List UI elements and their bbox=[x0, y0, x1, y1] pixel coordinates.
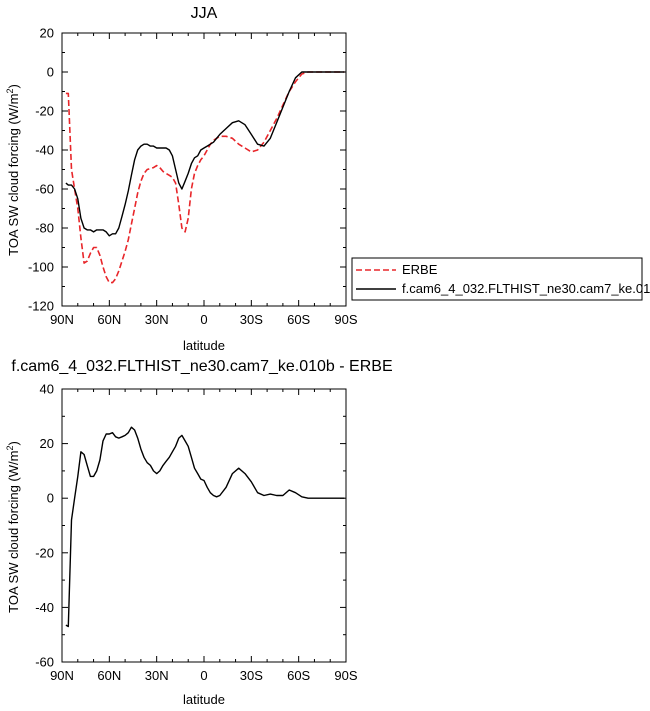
bottom-chart-ylabel-end: ) bbox=[6, 441, 21, 445]
bottom-chart-xtick-label: 0 bbox=[200, 668, 207, 683]
bottom-chart-ylabel-main: TOA SW cloud forcing (W/m bbox=[6, 451, 21, 613]
top-chart-title: JJA bbox=[191, 5, 218, 22]
legend-label-erbe: ERBE bbox=[402, 262, 438, 277]
top-chart-xtick-label: 30N bbox=[145, 312, 169, 327]
top-chart-ylabel-sup: 2 bbox=[5, 89, 15, 94]
bottom-chart-ytick-label: 40 bbox=[40, 382, 54, 397]
top-chart-ytick-label: -80 bbox=[35, 221, 54, 236]
bottom-chart-xtick-label: 30N bbox=[145, 668, 169, 683]
top-chart-xtick-label: 90N bbox=[50, 312, 74, 327]
top-chart-xtick-label: 60S bbox=[287, 312, 310, 327]
top-chart-xtick-label: 0 bbox=[200, 312, 207, 327]
top-chart-ylabel: TOA SW cloud forcing (W/m2) bbox=[5, 84, 21, 256]
bottom-chart-ytick-label: 0 bbox=[47, 491, 54, 506]
bottom-chart-xtick-label: 30S bbox=[240, 668, 263, 683]
top-chart-ytick-label: -120 bbox=[28, 299, 54, 314]
top-chart: JJA 90N 60N 30N 0 30S 60S 90S 20 0 -20 -40 -60 -80 -1… bbox=[5, 5, 650, 353]
top-chart-ytick-label: -100 bbox=[28, 260, 54, 275]
legend-label-model: f.cam6_4_032.FLTHIST_ne30.cam7_ke.010b bbox=[402, 281, 650, 296]
bottom-chart: f.cam6_4_032.FLTHIST_ne30.cam7_ke.010b -… bbox=[5, 358, 393, 707]
top-chart-ytick-label: 0 bbox=[47, 65, 54, 80]
top-chart-series-line-1 bbox=[65, 71, 345, 237]
top-chart-xtick-label: 90S bbox=[334, 312, 357, 327]
legend-frame bbox=[351, 257, 643, 301]
bottom-chart-xtick-label: 90S bbox=[334, 668, 357, 683]
bottom-chart-series-line-0 bbox=[65, 426, 345, 628]
top-chart-ytick-label: -40 bbox=[35, 143, 54, 158]
bottom-chart-ytick-label: -60 bbox=[35, 655, 54, 670]
top-chart-xtick-label: 60N bbox=[97, 312, 121, 327]
bottom-chart-xtick-label: 60S bbox=[287, 668, 310, 683]
bottom-chart-ytick-label: -40 bbox=[35, 600, 54, 615]
bottom-chart-ylabel: TOA SW cloud forcing (W/m2) bbox=[5, 441, 21, 613]
bottom-chart-xtick-label: 90N bbox=[50, 668, 74, 683]
top-chart-xtick-label: 30S bbox=[240, 312, 263, 327]
legend: ERBE f.cam6_4_032.FLTHIST_ne30.cam7_ke.0… bbox=[351, 257, 650, 301]
bottom-chart-xlabel: latitude bbox=[183, 692, 225, 707]
top-chart-xlabel: latitude bbox=[183, 338, 225, 353]
bottom-chart-plot-frame bbox=[61, 388, 347, 663]
bottom-chart-xtick-label: 60N bbox=[97, 668, 121, 683]
top-chart-ytick-label: -20 bbox=[35, 104, 54, 119]
top-chart-series-line-0 bbox=[65, 71, 345, 284]
top-chart-ylabel-main: TOA SW cloud forcing (W/m bbox=[6, 94, 21, 256]
bottom-chart-title: f.cam6_4_032.FLTHIST_ne30.cam7_ke.010b -… bbox=[11, 358, 392, 375]
bottom-chart-ylabel-sup: 2 bbox=[5, 446, 15, 451]
top-chart-ytick-label: 20 bbox=[40, 26, 54, 41]
top-chart-ytick-label: -60 bbox=[35, 182, 54, 197]
top-chart-ylabel-end: ) bbox=[6, 84, 21, 88]
bottom-chart-ytick-label: 20 bbox=[40, 436, 54, 451]
bottom-chart-ytick-label: -20 bbox=[35, 545, 54, 560]
